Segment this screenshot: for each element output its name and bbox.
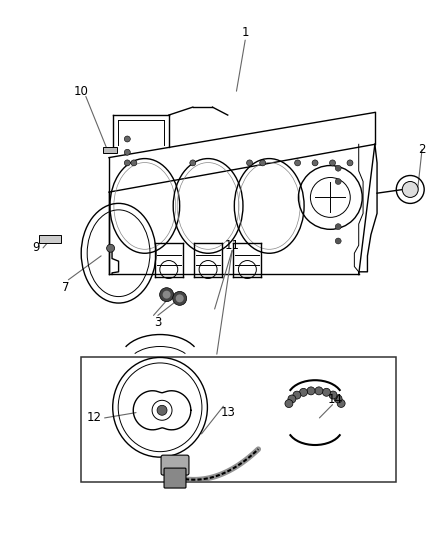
Text: 11: 11: [225, 239, 240, 252]
Circle shape: [285, 400, 293, 408]
Circle shape: [322, 388, 330, 396]
Circle shape: [131, 160, 137, 166]
Bar: [81, 357, 396, 482]
Circle shape: [335, 165, 341, 171]
Circle shape: [335, 224, 341, 230]
Circle shape: [315, 387, 323, 395]
Text: 1: 1: [241, 26, 249, 39]
Circle shape: [106, 244, 115, 252]
Circle shape: [124, 149, 130, 155]
Text: 10: 10: [74, 85, 89, 98]
FancyBboxPatch shape: [164, 468, 186, 488]
Circle shape: [190, 160, 196, 166]
Circle shape: [329, 160, 336, 166]
Circle shape: [300, 389, 307, 397]
Text: 12: 12: [87, 411, 102, 424]
Circle shape: [124, 160, 130, 166]
Bar: [103, 147, 117, 152]
Circle shape: [402, 181, 418, 197]
Circle shape: [124, 136, 130, 142]
Text: 2: 2: [418, 143, 426, 156]
FancyBboxPatch shape: [161, 455, 189, 475]
Circle shape: [312, 160, 318, 166]
Circle shape: [157, 405, 167, 415]
Circle shape: [307, 387, 315, 395]
Text: 9: 9: [32, 241, 39, 254]
Text: 3: 3: [154, 316, 162, 329]
Text: 14: 14: [327, 393, 342, 406]
Circle shape: [335, 179, 341, 184]
Circle shape: [334, 395, 342, 403]
Circle shape: [295, 160, 300, 166]
Circle shape: [347, 160, 353, 166]
Circle shape: [288, 395, 296, 403]
Circle shape: [247, 160, 253, 166]
Bar: [39, 235, 61, 243]
Text: 7: 7: [63, 281, 70, 294]
Circle shape: [337, 399, 345, 407]
Circle shape: [173, 292, 187, 305]
Text: 13: 13: [220, 406, 235, 419]
Circle shape: [162, 290, 170, 298]
Circle shape: [260, 160, 266, 166]
Circle shape: [159, 288, 173, 302]
Circle shape: [329, 391, 337, 399]
Circle shape: [293, 391, 301, 399]
Circle shape: [176, 294, 184, 302]
Circle shape: [335, 238, 341, 244]
